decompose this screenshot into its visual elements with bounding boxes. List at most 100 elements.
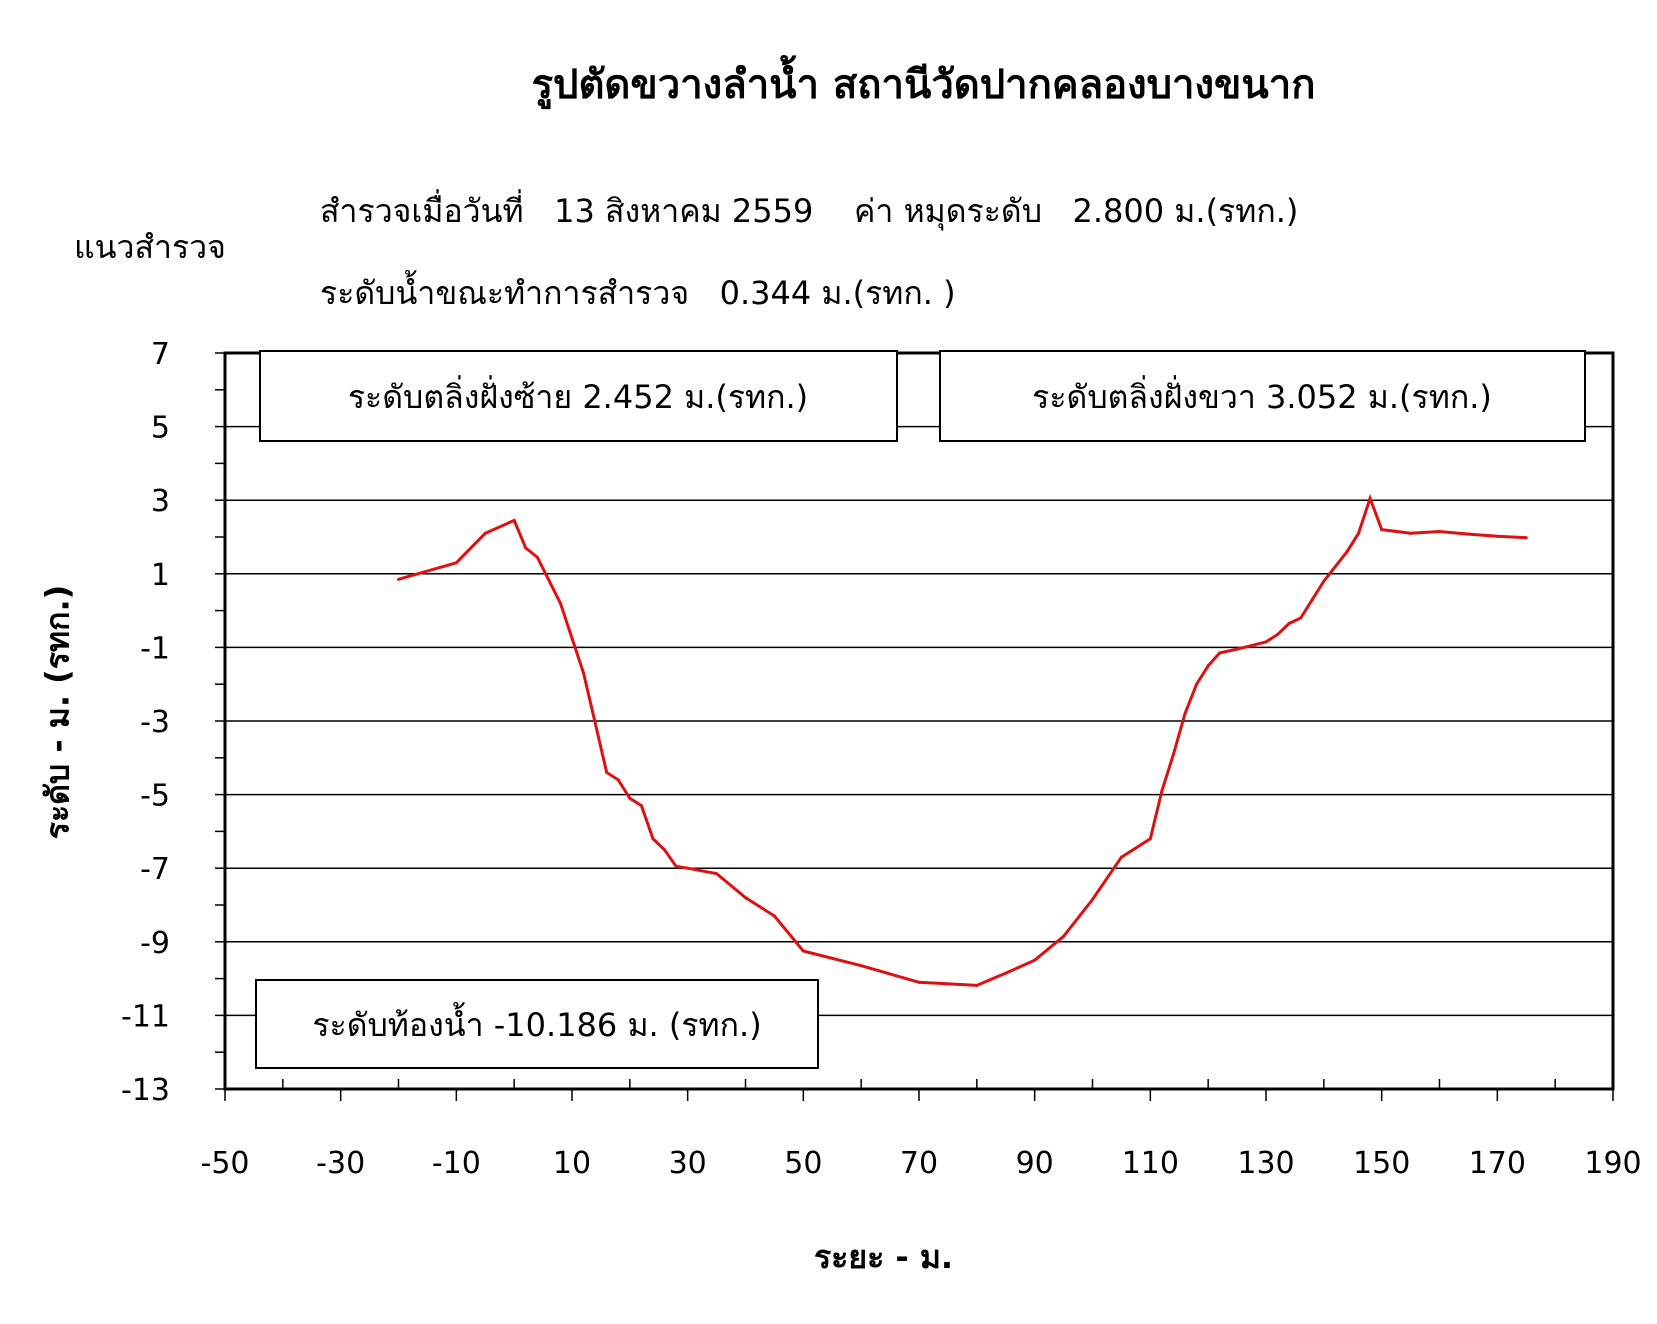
cross-section-line [398, 493, 1527, 987]
data-point [1160, 789, 1164, 793]
survey-date-label: สำรวจเมื่อวันที่ [320, 192, 524, 230]
survey-date: 13 สิงหาคม 2559 [554, 192, 814, 230]
data-point [454, 561, 458, 565]
data-point [582, 671, 586, 675]
data-point [1206, 664, 1210, 668]
right-bank-box: ระดับตลิ่งฝั่งขวา 3.052 ม.(รทก.) [939, 350, 1586, 442]
data-point [1148, 837, 1152, 841]
survey-info-row: สำรวจเมื่อวันที่ 13 สิงหาคม 2559 ค่า หมุ… [320, 186, 1298, 237]
data-point [512, 518, 516, 522]
plot-frame [223, 351, 1615, 1091]
chart-title: รูปตัดขวางลำน้ำ สถานีวัดปากคลองบางขนาก [531, 62, 1316, 108]
x-tick-label: 190 [1584, 1146, 1641, 1181]
data-point [1276, 633, 1280, 637]
y-tick-label: -5 [140, 779, 170, 814]
water-level-label: ระดับน้ำขณะทำการสำรวจ [320, 274, 690, 312]
benchmark-label: ค่า หมุดระดับ [854, 192, 1042, 230]
data-point [1409, 531, 1413, 535]
x-axis-title: ระยะ - ม. [813, 1238, 954, 1276]
minor-ticks [215, 352, 1614, 1101]
x-tick-labels: -50 -30 -10 10 30 50 70 90 110 130 150 170 190 [201, 1146, 1642, 1181]
x-tick-label: 90 [1016, 1146, 1054, 1181]
x-tick-label: 30 [669, 1146, 707, 1181]
left-bank-label: ระดับตลิ่งฝั่งซ้าย 2.452 ม.(รทก.) [348, 375, 808, 416]
data-point [535, 555, 539, 559]
data-point [1062, 934, 1066, 938]
y-tick-label: -11 [121, 999, 170, 1034]
y-tick-label: 3 [151, 484, 170, 519]
data-point [1357, 531, 1361, 535]
data-point [715, 872, 719, 876]
data-point [1438, 529, 1441, 533]
data-point [1287, 621, 1291, 625]
x-tick-label: -50 [201, 1146, 250, 1181]
data-point [616, 778, 620, 782]
data-point [1264, 640, 1268, 644]
y-tick-labels: 7 5 3 1 -1 -3 -5 -7 -9 -11 -13 [121, 337, 170, 1108]
y-tick-label: 1 [151, 558, 170, 593]
y-tick-label: -1 [140, 631, 170, 666]
data-point [1033, 958, 1037, 962]
data-point [917, 980, 921, 984]
data-point [483, 531, 487, 535]
x-tick-label: -30 [316, 1146, 365, 1181]
data-point [1171, 752, 1175, 756]
water-level-row: ระดับน้ำขณะทำการสำรวจ 0.344 ม.(รทก. ) [320, 268, 956, 319]
data-point [1004, 971, 1008, 975]
data-point [1183, 712, 1187, 716]
x-tick-label: 170 [1469, 1146, 1526, 1181]
data-point [1368, 496, 1372, 500]
survey-line-label: แนวสำรวจ [74, 228, 226, 266]
data-point [1310, 598, 1314, 602]
x-tick-label: 150 [1353, 1146, 1410, 1181]
data-point [1322, 579, 1326, 583]
data-point [744, 896, 747, 900]
data-point [801, 949, 805, 953]
data-point [639, 804, 643, 808]
bed-level-box: ระดับท้องน้ำ -10.186 ม. (รทก.) [255, 979, 819, 1069]
data-point [663, 848, 667, 852]
data-point [1524, 536, 1528, 540]
x-tick-label: -10 [432, 1146, 481, 1181]
data-point [975, 983, 979, 987]
data-point [605, 771, 609, 775]
data-point [674, 864, 678, 868]
x-tick-label: 10 [553, 1146, 591, 1181]
grid [225, 352, 1613, 1090]
y-tick-label: -9 [140, 926, 170, 961]
benchmark-value: 2.800 ม.(รทก.) [1072, 192, 1299, 230]
x-tick-label: 70 [900, 1146, 938, 1181]
data-points [397, 496, 1528, 987]
y-tick-label: -3 [140, 705, 170, 740]
x-tick-label: 50 [784, 1146, 822, 1181]
data-point [1333, 564, 1337, 568]
x-tick-label: 110 [1122, 1146, 1179, 1181]
x-tick-label: 130 [1237, 1146, 1294, 1181]
data-point [558, 601, 562, 605]
data-point [651, 837, 655, 841]
y-tick-label: 5 [151, 411, 170, 446]
bed-level-label: ระดับท้องน้ำ -10.186 ม. (รทก.) [312, 1002, 761, 1044]
data-point [1495, 534, 1499, 538]
y-tick-label: 7 [151, 337, 170, 372]
data-point [1299, 616, 1303, 620]
data-point [859, 964, 863, 968]
y-tick-label: -7 [140, 852, 170, 887]
data-point [1119, 855, 1123, 859]
right-bank-label: ระดับตลิ่งฝั่งขวา 3.052 ม.(รทก.) [1032, 375, 1492, 416]
data-point [1218, 651, 1222, 655]
data-point [397, 577, 400, 581]
data-point [1235, 647, 1239, 651]
data-point [1195, 682, 1199, 686]
data-point [1345, 550, 1349, 554]
data-point [772, 914, 776, 918]
y-tick-label: -13 [121, 1073, 170, 1108]
left-bank-box: ระดับตลิ่งฝั่งซ้าย 2.452 ม.(รทก.) [259, 350, 898, 442]
data-point [628, 796, 632, 800]
water-level-value: 0.344 ม.(รทก. ) [719, 274, 956, 312]
data-point [686, 866, 690, 870]
data-point [524, 546, 528, 550]
data-point [1091, 897, 1094, 901]
data-point [1380, 528, 1384, 532]
